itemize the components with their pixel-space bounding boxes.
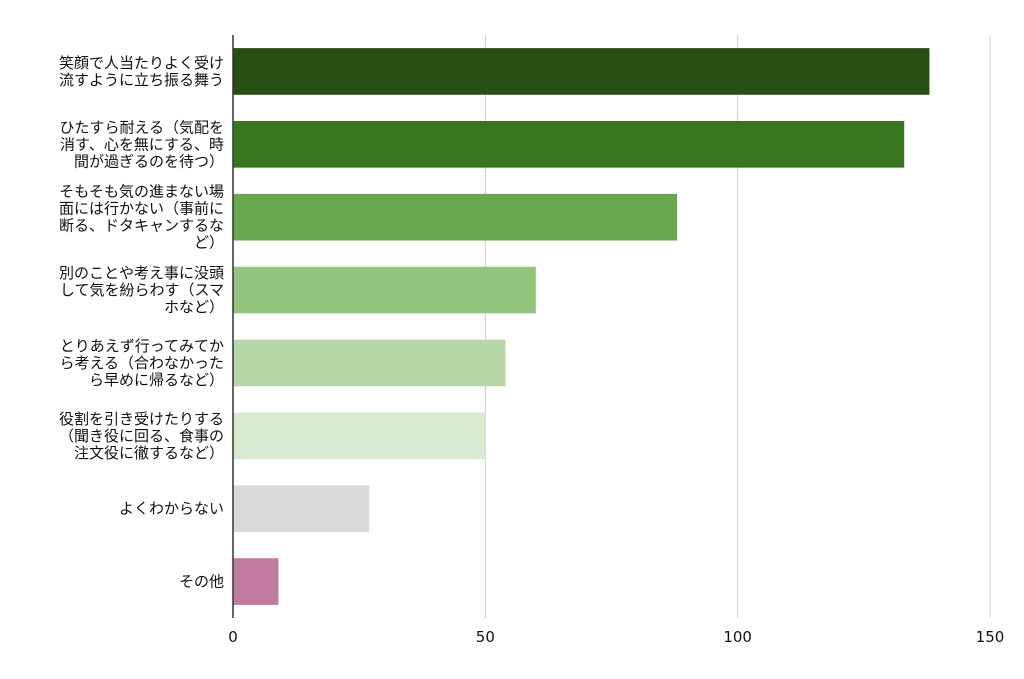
category-label-line: 間が過ぎるのを待つ） [74, 152, 224, 170]
category-label: よくわからない [119, 500, 224, 518]
category-label-line: ホなど） [164, 298, 224, 316]
bar [233, 339, 506, 387]
category-label-line: ひたすら耐える（気配を [59, 118, 224, 136]
category-label-line: ど） [194, 234, 224, 252]
x-tick-label: 100 [723, 628, 752, 646]
category-label-line: その他 [179, 573, 224, 591]
bar [233, 558, 279, 605]
category-label-line: （聞き役に回る、食事の [59, 427, 224, 445]
bar [233, 120, 905, 168]
category-label-line: 役割を引き受けたりする [59, 410, 224, 428]
x-tick-label: 150 [976, 628, 1005, 646]
category-label-line: ら考える（合わなかった [59, 354, 224, 372]
category-label: その他 [179, 573, 224, 591]
bar [233, 485, 370, 533]
category-label: そもそも気の進まない場面には行かない（事前に断る、ドタキャンするなど） [59, 183, 224, 252]
x-tick-label: 0 [228, 628, 238, 646]
category-label: 別のことや考え事に没頭して気を紛らわす（スマホなど） [59, 264, 224, 316]
bar [233, 48, 930, 95]
category-label-line: ら早めに帰るなど） [89, 371, 224, 389]
category-label-line: 流すように立ち振る舞う [59, 71, 224, 89]
category-label-line: 別のことや考え事に没頭 [59, 264, 224, 282]
category-label-line: して気を紛らわす（スマ [60, 281, 224, 299]
category-label-line: 注文役に徹するなど） [74, 444, 224, 462]
category-label-line: 断る、ドタキャンするな [59, 217, 224, 235]
category-label-line: 笑顔で人当たりよく受け [59, 54, 224, 72]
category-label: 役割を引き受けたりする（聞き役に回る、食事の注文役に徹するなど） [59, 410, 224, 462]
category-label-line: 消す、心を無にする、時 [60, 135, 224, 153]
category-label: とりあえず行ってみてから考える（合わなかったら早めに帰るなど） [59, 337, 224, 389]
category-label-line: そもそも気の進まない場 [59, 183, 224, 201]
x-axis-ticks: 0 50 100 150 [228, 628, 1004, 646]
category-label-line: とりあえず行ってみてか [60, 337, 224, 355]
category-labels: 笑顔で人当たりよく受け流すように立ち振る舞うひたすら耐える（気配を消す、心を無に… [59, 54, 224, 591]
bars [233, 48, 930, 605]
category-label-line: よくわからない [119, 500, 224, 518]
category-label-line: 面には行かない（事前に [59, 200, 224, 218]
x-tick-label: 50 [476, 628, 495, 646]
bar [233, 193, 678, 241]
category-label: 笑顔で人当たりよく受け流すように立ち振る舞う [59, 54, 224, 89]
bar [233, 266, 536, 314]
category-label: ひたすら耐える（気配を消す、心を無にする、時間が過ぎるのを待つ） [59, 118, 224, 170]
bar [233, 412, 486, 460]
